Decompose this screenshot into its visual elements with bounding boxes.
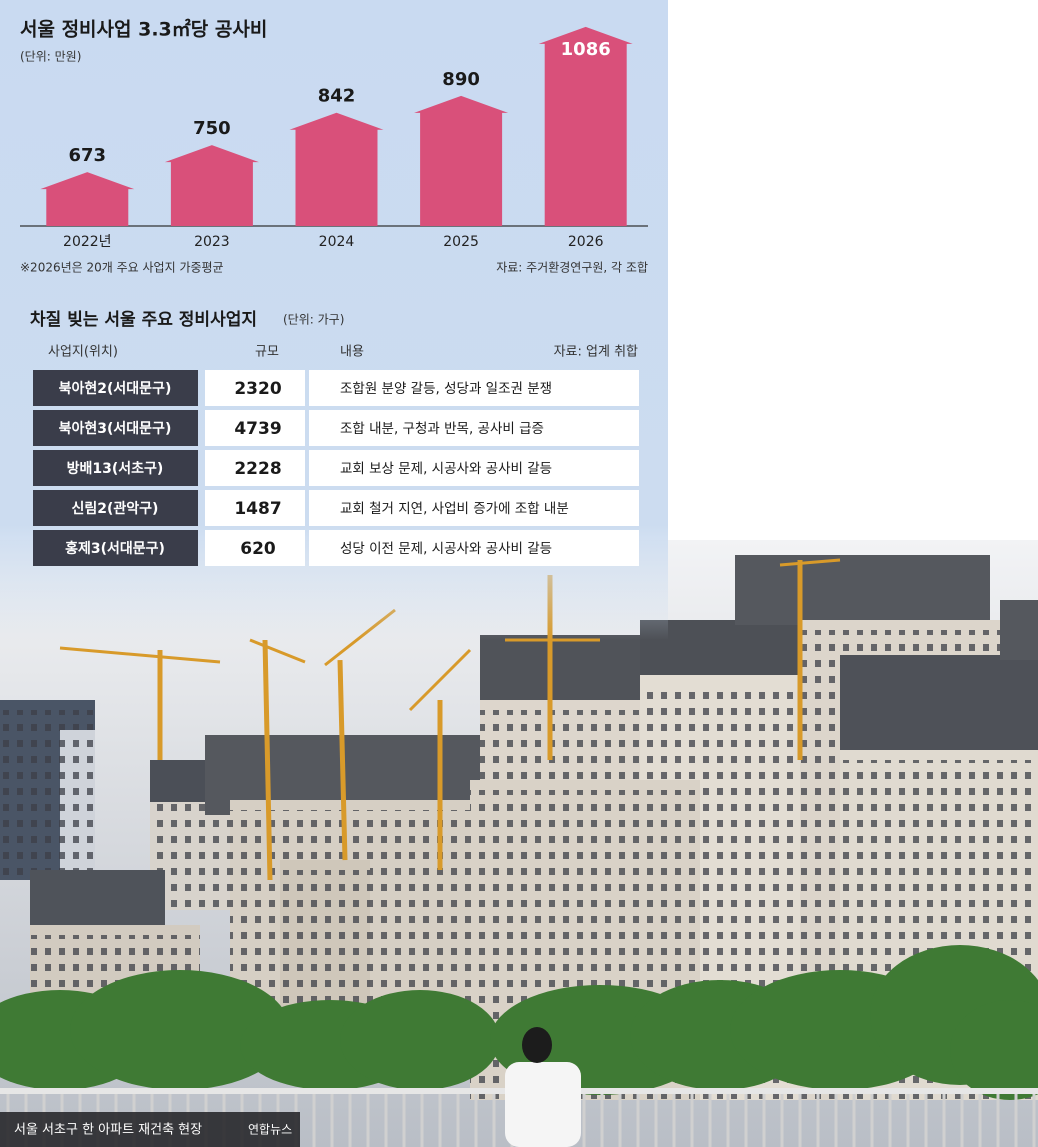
header: 규모 xyxy=(255,345,279,360)
photo-caption: 서울 서초구 한 아파트 재건축 현장 xyxy=(14,1123,202,1138)
bar xyxy=(289,112,384,226)
caption-bar xyxy=(0,1112,300,1147)
crane-jib xyxy=(408,648,472,712)
row-name: 신림2(관악구) xyxy=(72,500,159,517)
row-size: 2228 xyxy=(234,459,281,479)
row-name: 북아현2(서대문구) xyxy=(59,380,172,397)
value-label: 1086 xyxy=(561,39,611,60)
size-cell xyxy=(205,490,305,526)
content-cell xyxy=(309,530,639,566)
tree xyxy=(70,970,290,1090)
table-title: 차질 빚는 서울 주요 정비사업지 xyxy=(30,309,257,330)
building xyxy=(840,655,1038,755)
bar xyxy=(414,95,509,227)
photo xyxy=(0,555,1038,1147)
x-tick-label: 2023 xyxy=(194,234,230,250)
name-cell xyxy=(33,450,198,486)
crane-jib xyxy=(59,646,221,664)
name-cell xyxy=(33,410,198,446)
size-cell xyxy=(205,530,305,566)
windows xyxy=(60,740,95,880)
row-size: 2320 xyxy=(234,379,281,399)
crane-mast xyxy=(262,639,273,881)
row-name: 북아현3(서대문구) xyxy=(59,420,172,437)
building xyxy=(1000,600,1038,660)
tree xyxy=(340,990,500,1090)
table: 차질 빚는 서울 주요 정비사업지 (단위: 가구) 사업지(위치) 규모 내용… xyxy=(30,309,639,566)
chart: 서울 정비사업 3.3㎡당 공사비 (단위: 만원) ※2026년은 20개 주… xyxy=(20,18,648,275)
building xyxy=(480,635,640,705)
row-content: 성당 이전 문제, 시공사와 공사비 갈등 xyxy=(340,541,552,557)
bar xyxy=(164,145,259,226)
value-label: 890 xyxy=(442,69,480,90)
x-tick-label: 2024 xyxy=(319,234,355,250)
row-size: 4739 xyxy=(234,419,281,439)
row-size: 1487 xyxy=(234,499,281,519)
content-cell xyxy=(309,450,639,486)
bar xyxy=(538,26,633,227)
row-content: 조합 내분, 구청과 반목, 공사비 급증 xyxy=(340,421,544,437)
crane-jib xyxy=(779,558,841,567)
crane-jib xyxy=(249,638,306,664)
name-cell xyxy=(33,370,198,406)
size-cell xyxy=(205,450,305,486)
size-cell xyxy=(205,410,305,446)
table-source: 자료: 업계 취합 xyxy=(554,345,638,360)
chart-source: 자료: 주거환경연구원, 각 조합 xyxy=(496,261,648,275)
row-name: 방배13(서초구) xyxy=(67,460,164,477)
row-name: 홍제3(서대문구) xyxy=(65,540,165,557)
row-content: 교회 철거 지연, 사업비 증가에 조합 내분 xyxy=(340,501,569,517)
content-cell xyxy=(309,490,639,526)
person-shirt xyxy=(505,1062,581,1147)
name-cell xyxy=(33,530,198,566)
value-label: 673 xyxy=(69,145,107,166)
chart-note: ※2026년은 20개 주요 사업지 가중평균 xyxy=(20,261,224,275)
building xyxy=(735,555,990,625)
building xyxy=(30,870,165,930)
chart-unit: (단위: 만원) xyxy=(20,50,81,64)
value-label: 750 xyxy=(193,118,231,139)
bar xyxy=(40,172,135,226)
row-size: 620 xyxy=(240,539,276,559)
x-tick-label: 2022년 xyxy=(63,234,112,250)
person-head xyxy=(522,1027,552,1063)
chart-title: 서울 정비사업 3.3㎡당 공사비 xyxy=(20,18,267,41)
value-label: 842 xyxy=(318,86,356,107)
content-cell xyxy=(309,370,639,406)
name-cell xyxy=(33,490,198,526)
row-content: 교회 보상 문제, 시공사와 공사비 갈등 xyxy=(340,461,552,477)
size-cell xyxy=(205,370,305,406)
crane-mast xyxy=(337,659,348,861)
row-content: 조합원 분양 갈등, 성당과 일조권 분쟁 xyxy=(340,381,552,397)
tree xyxy=(950,1000,1038,1100)
x-tick-label: 2026 xyxy=(568,234,604,250)
content-cell xyxy=(309,410,639,446)
x-tick-label: 2025 xyxy=(443,234,479,250)
table-unit: (단위: 가구) xyxy=(283,313,344,327)
header: 사업지(위치) xyxy=(48,345,118,360)
photo-credit: 연합뉴스 xyxy=(248,1123,292,1137)
header: 내용 xyxy=(340,345,364,360)
